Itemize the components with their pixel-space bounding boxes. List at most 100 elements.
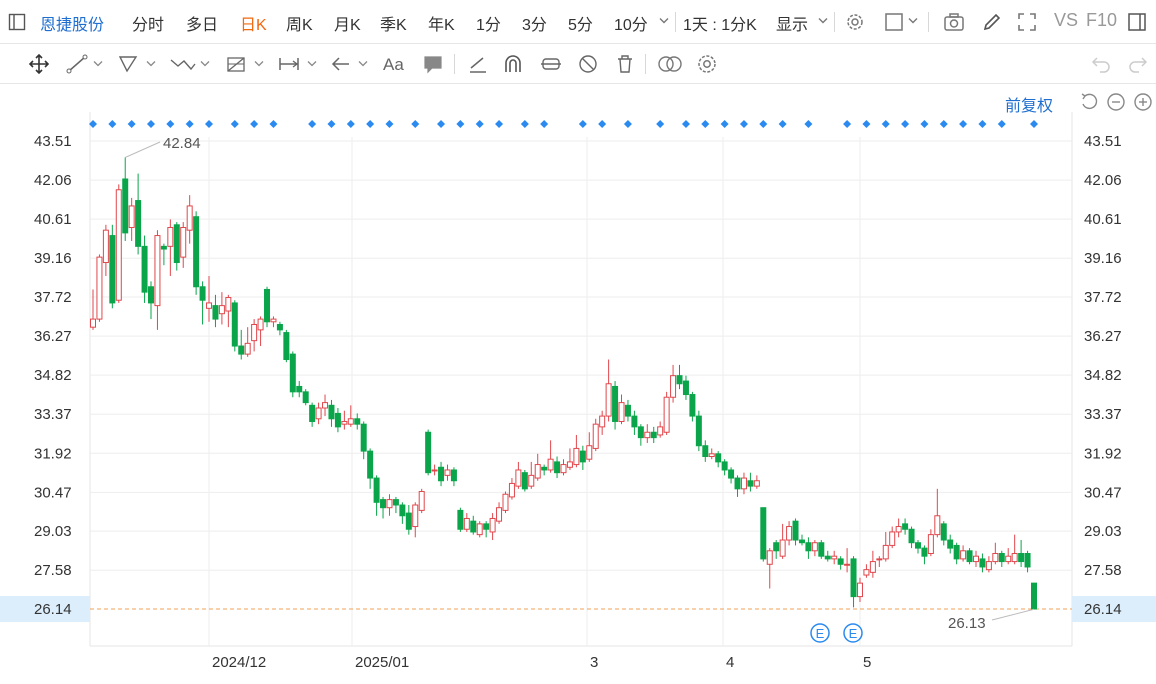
signal-marker — [520, 120, 529, 128]
high-price-label: 42.84 — [163, 135, 201, 152]
brush-icon[interactable] — [467, 54, 489, 74]
candle — [109, 224, 116, 309]
gear-icon[interactable] — [696, 53, 718, 75]
zoom-in-icon[interactable] — [1133, 92, 1153, 112]
candle — [740, 472, 747, 495]
redo-icon[interactable] — [1127, 54, 1149, 74]
chevron-down-icon[interactable] — [358, 60, 368, 68]
wave-icon[interactable] — [169, 54, 197, 74]
candle — [341, 410, 348, 430]
zoom-out-icon[interactable] — [1106, 92, 1126, 112]
candle — [760, 507, 767, 562]
candle — [908, 526, 915, 549]
candle — [186, 195, 193, 244]
tab-1min[interactable]: 1分 — [476, 17, 501, 34]
signal-marker — [456, 120, 465, 128]
comment-icon[interactable] — [422, 54, 444, 74]
chevron-down-icon[interactable] — [93, 60, 103, 68]
chevron-down-icon[interactable] — [908, 17, 918, 25]
candle-body — [90, 318, 96, 328]
camera-icon[interactable] — [943, 12, 965, 32]
tab-yearly-k[interactable]: 年K — [428, 17, 455, 34]
candle — [927, 529, 934, 557]
candle — [102, 224, 109, 276]
tab-multi-day[interactable]: 多日 — [186, 17, 219, 34]
lock-draw-icon[interactable] — [539, 53, 563, 75]
chevron-down-icon[interactable] — [200, 60, 210, 68]
pencil-icon[interactable] — [982, 12, 1002, 32]
x-tick-label: 5 — [863, 654, 871, 671]
chevron-down-icon[interactable] — [254, 60, 264, 68]
compare-button[interactable]: VS — [1054, 10, 1079, 30]
arrow-left-icon[interactable] — [330, 54, 352, 74]
candle — [599, 410, 606, 435]
gear-icon[interactable] — [845, 12, 865, 32]
measure-icon[interactable] — [277, 54, 301, 74]
candle-body — [289, 353, 296, 393]
candle — [554, 456, 561, 479]
text-tool-icon[interactable]: Aa — [382, 54, 408, 74]
tab-3min[interactable]: 3分 — [522, 17, 547, 34]
stock-name[interactable]: 恩捷股份 — [40, 17, 105, 34]
candle-body — [244, 342, 251, 355]
signal-marker — [578, 120, 587, 128]
trend-line-icon[interactable] — [66, 54, 88, 74]
undo-icon[interactable] — [1090, 54, 1112, 74]
tab-monthly-k[interactable]: 月K — [334, 17, 361, 34]
candle-body — [740, 477, 747, 490]
interval-label[interactable]: 1天 : 1分K — [683, 17, 757, 34]
tab-quarterly-k[interactable]: 季K — [380, 17, 407, 34]
signal-markers — [89, 120, 1038, 128]
candle — [199, 281, 206, 325]
tab-5min[interactable]: 5分 — [568, 17, 593, 34]
panel-toggle-icon[interactable] — [1127, 12, 1147, 32]
candle-body — [960, 550, 967, 560]
color-square-icon[interactable] — [884, 12, 904, 32]
candle — [90, 289, 96, 330]
candle — [470, 515, 477, 535]
y-tick-label: 29.03 — [1084, 523, 1122, 540]
sidebar-toggle-icon[interactable] — [8, 13, 26, 31]
overlay-icon[interactable] — [657, 54, 683, 74]
display-menu[interactable]: 显示 — [776, 17, 809, 34]
move-icon[interactable] — [28, 53, 50, 75]
signal-marker — [997, 120, 1006, 128]
f10-button[interactable]: F10 — [1086, 10, 1118, 30]
candle — [534, 453, 541, 481]
chevron-down-icon[interactable] — [307, 60, 317, 68]
candle-body — [850, 558, 857, 598]
chevron-down-icon[interactable] — [659, 17, 669, 25]
candle-body — [914, 542, 921, 549]
candle — [947, 534, 954, 554]
candle — [902, 518, 909, 535]
candle-body — [734, 477, 741, 490]
reset-icon[interactable] — [1079, 92, 1099, 112]
magnet-icon[interactable] — [502, 53, 524, 75]
hide-icon[interactable] — [577, 53, 599, 75]
trash-icon[interactable] — [614, 53, 636, 75]
fibonacci-icon[interactable] — [225, 54, 247, 74]
tab-10min[interactable]: 10分 — [614, 17, 648, 34]
chevron-down-icon[interactable] — [146, 60, 156, 68]
tab-weekly-k[interactable]: 周K — [286, 17, 313, 34]
candle-body — [992, 552, 999, 563]
chevron-down-icon[interactable] — [818, 17, 828, 25]
candle — [173, 222, 180, 271]
candle — [914, 540, 921, 554]
candle-body — [199, 286, 206, 301]
adjust-mode-label[interactable]: 前复权 — [1005, 98, 1054, 115]
candle-body — [728, 469, 735, 479]
candle — [302, 389, 309, 406]
x-tick-label: 4 — [726, 654, 734, 671]
candle-body — [373, 477, 380, 503]
candle-body — [450, 469, 457, 482]
candle-body — [380, 499, 387, 509]
candle — [979, 553, 986, 573]
candle-body — [180, 226, 187, 258]
channel-icon[interactable] — [118, 54, 140, 74]
candle-body — [657, 426, 664, 436]
tab-daily-k[interactable]: 日K — [240, 17, 267, 34]
tab-intraday[interactable]: 分时 — [132, 17, 165, 34]
fullscreen-icon[interactable] — [1017, 12, 1037, 32]
